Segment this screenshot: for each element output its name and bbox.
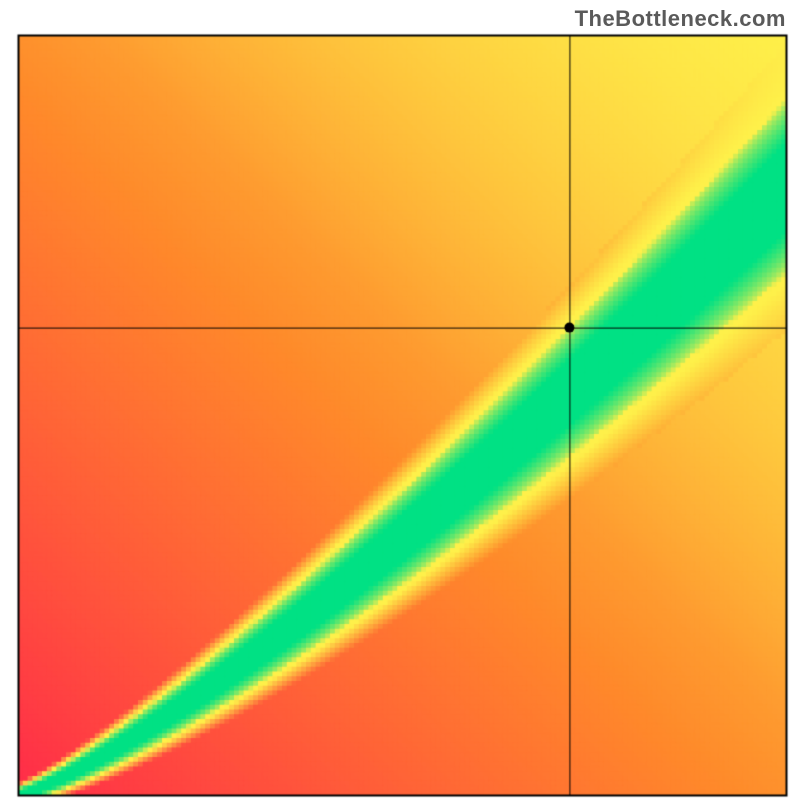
bottleneck-heatmap-canvas <box>0 0 800 800</box>
watermark-text: TheBottleneck.com <box>575 6 786 32</box>
chart-container: TheBottleneck.com <box>0 0 800 800</box>
